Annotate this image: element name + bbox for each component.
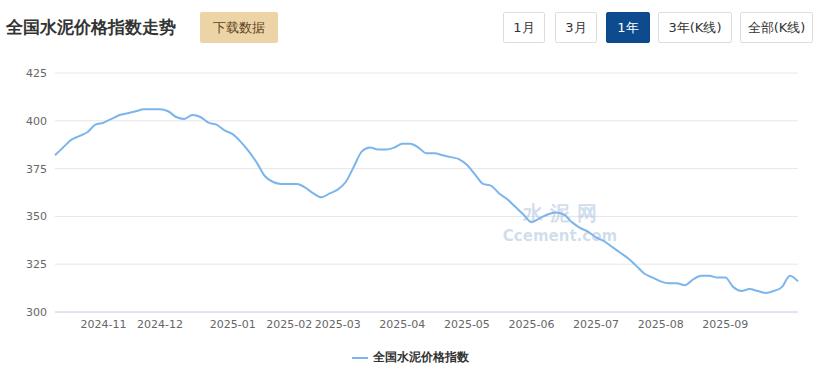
svg-text:375: 375 [26, 163, 47, 176]
html-text:1年: 1年 [617, 19, 639, 35]
html-text:全国水泥价格指数: 全国水泥价格指数 [373, 350, 469, 364]
svg-text:2024-11: 2024-11 [80, 318, 126, 331]
svg-text:2025-03: 2025-03 [315, 318, 361, 331]
svg-text:2025-01: 2025-01 [210, 318, 256, 331]
svg-text:2025-04: 2025-04 [379, 318, 425, 331]
svg-text:425: 425 [26, 67, 47, 80]
svg-text:2025-02: 2025-02 [266, 318, 312, 331]
svg-text:2025-07: 2025-07 [573, 318, 619, 331]
html-text:全国水泥价格指数走势: 全国水泥价格指数走势 [6, 17, 176, 37]
svg-text:2025-06: 2025-06 [509, 318, 555, 331]
svg-text:2025-08: 2025-08 [638, 318, 684, 331]
html-text:3年(K线): 3年(K线) [668, 19, 722, 35]
svg-text:2025-09: 2025-09 [702, 318, 748, 331]
html-text:3月: 3月 [565, 19, 587, 35]
html-text:Ccement.com: Ccement.com [502, 227, 618, 245]
html-text:1月: 1月 [513, 19, 535, 35]
svg-text:400: 400 [26, 115, 47, 128]
svg-text:350: 350 [26, 210, 47, 223]
svg-text:300: 300 [26, 306, 47, 319]
svg-text:2025-05: 2025-05 [444, 318, 490, 331]
html-text:下载数据: 下载数据 [213, 19, 265, 35]
svg-text:325: 325 [26, 258, 47, 271]
svg-text:2024-12: 2024-12 [137, 318, 183, 331]
html-text:水 泥 网: 水 泥 网 [523, 201, 597, 225]
html-text:全部(K线): 全部(K线) [747, 19, 806, 35]
